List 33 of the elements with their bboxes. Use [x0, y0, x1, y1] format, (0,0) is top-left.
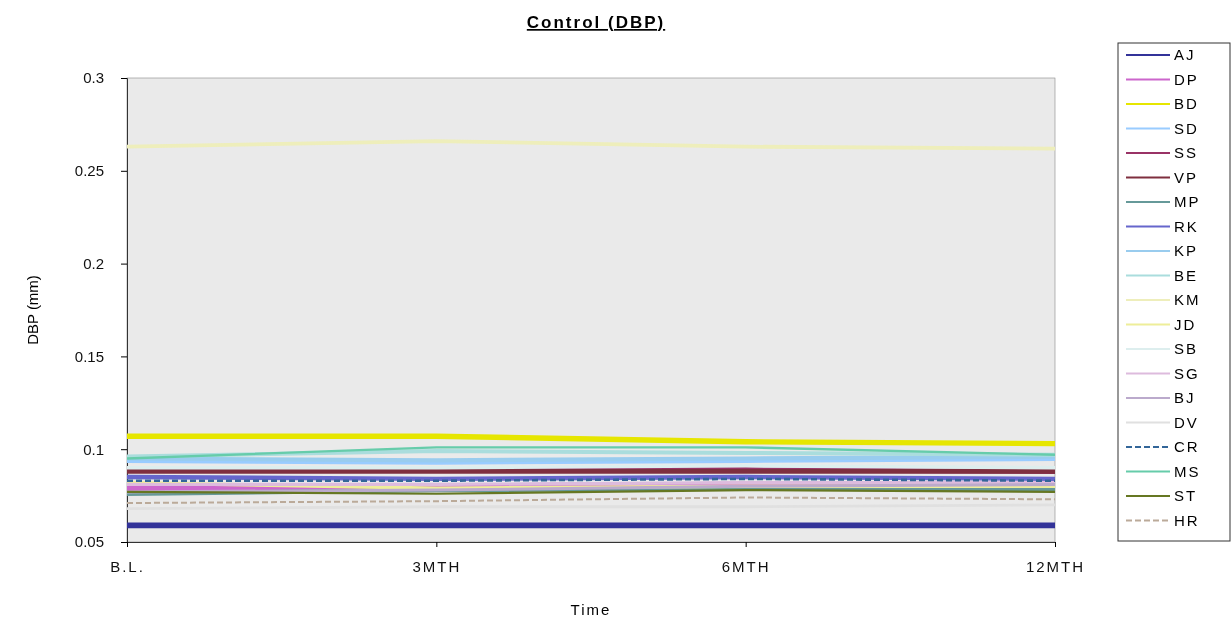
x-tick-label: 12MTH — [1025, 558, 1086, 575]
legend-label: DV — [1174, 413, 1199, 431]
legend-label: CR — [1174, 438, 1200, 455]
legend-label: SD — [1174, 119, 1199, 137]
chart-title: Control (DBP) — [526, 13, 666, 32]
legend-label: RK — [1174, 217, 1199, 235]
y-tick-label: 0.1 — [83, 440, 104, 458]
legend-label: SS — [1174, 144, 1199, 161]
x-axis-title: Time — [570, 601, 612, 618]
y-tick-label: 0.15 — [74, 347, 104, 365]
y-tick-label: 0.3 — [83, 69, 104, 87]
legend-label: VP — [1174, 168, 1199, 186]
legend-label: MS — [1174, 462, 1201, 480]
legend-label: BJ — [1174, 389, 1196, 406]
y-axis-title: DBP (mm) — [24, 275, 41, 345]
legend-label: ST — [1174, 487, 1198, 504]
legend-label: HR — [1174, 511, 1200, 529]
legend-label: AJ — [1174, 46, 1196, 63]
y-tick-label: 0.2 — [83, 254, 104, 272]
legend-label: BE — [1174, 266, 1199, 284]
y-tick-label: 0.05 — [74, 533, 104, 551]
x-tick-label: 6MTH — [721, 558, 771, 575]
legend-label: BD — [1174, 95, 1199, 112]
legend-label: SG — [1174, 364, 1200, 382]
legend-label: SB — [1174, 340, 1199, 357]
y-tick-label: 0.25 — [74, 162, 104, 180]
legend-label: MP — [1174, 193, 1201, 210]
legend-label: KM — [1174, 291, 1201, 308]
x-tick-label: 3MTH — [412, 558, 462, 575]
legend-label: DP — [1174, 70, 1199, 88]
legend-label: JD — [1174, 315, 1197, 333]
x-tick-label: B.L. — [110, 558, 145, 575]
legend-label: KP — [1174, 242, 1199, 259]
